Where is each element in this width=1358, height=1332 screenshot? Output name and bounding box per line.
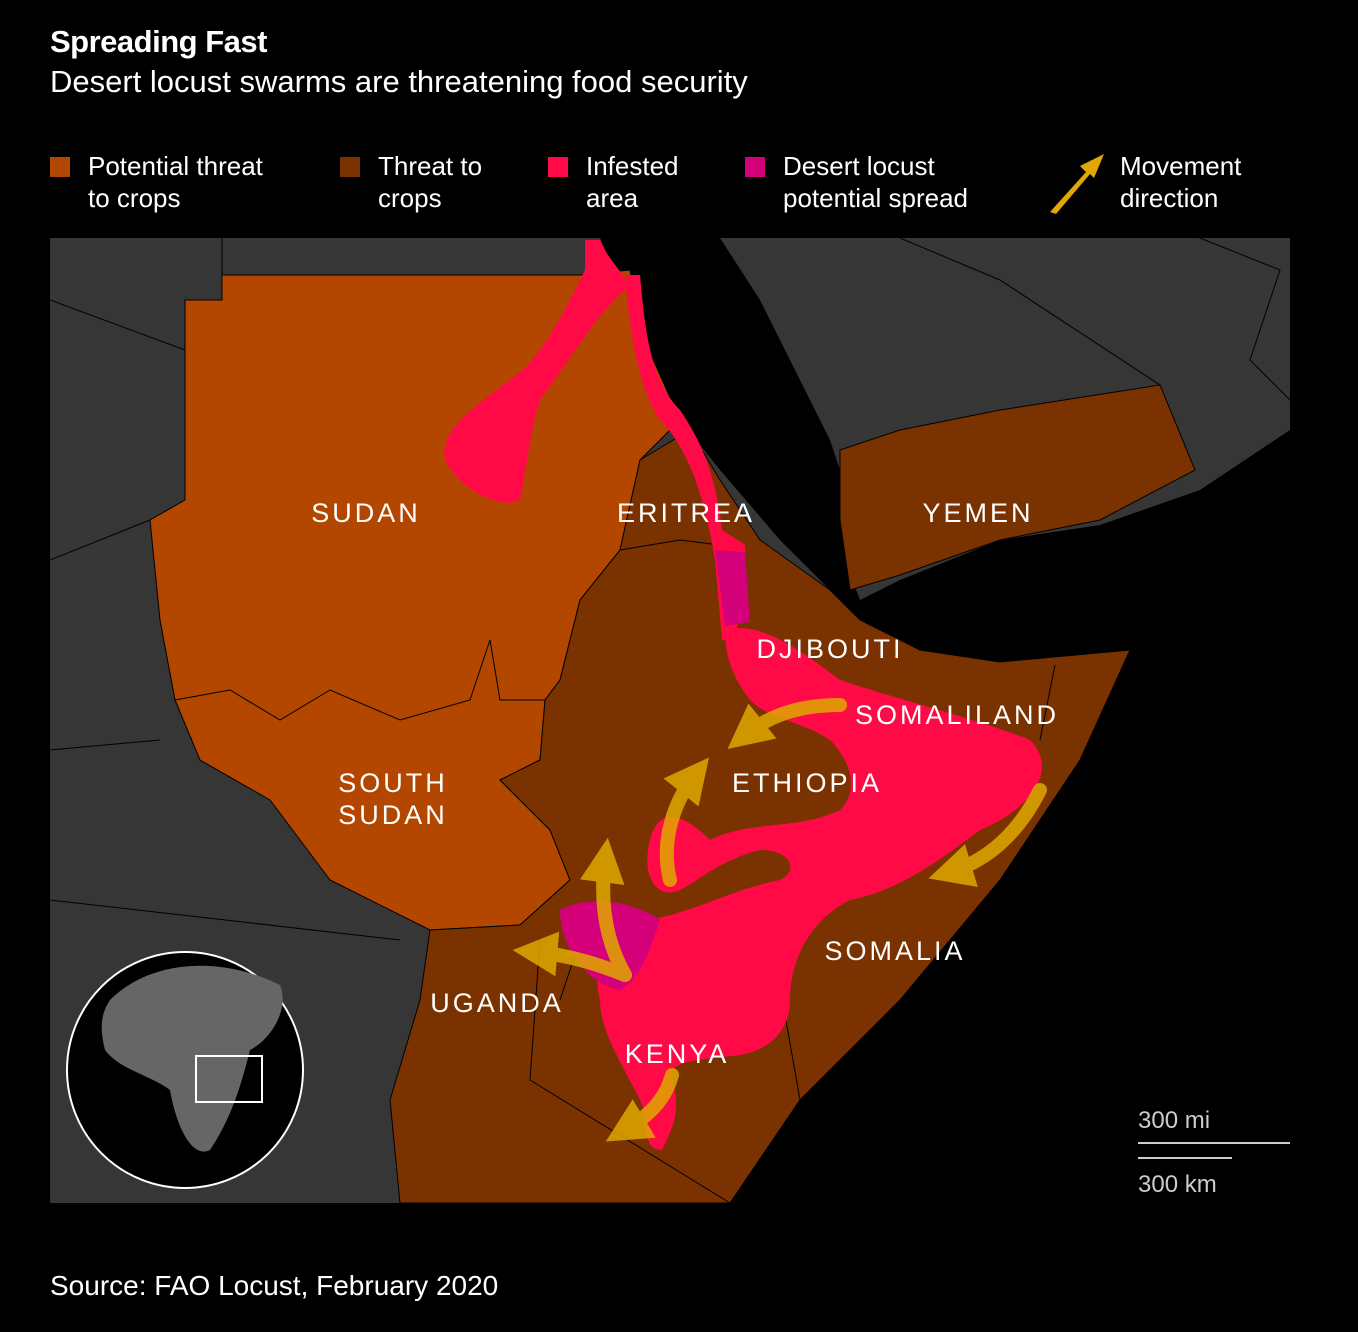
- title: Spreading Fast: [50, 24, 267, 59]
- arrow: [659, 757, 709, 887]
- country-label: SOUTH: [338, 768, 448, 798]
- country-label: KENYA: [625, 1039, 730, 1069]
- globe-inset: [66, 951, 304, 1189]
- legend-label: direction: [1120, 183, 1219, 213]
- country-label: SOMALILAND: [855, 700, 1059, 730]
- legend-text: Threat to crops: [378, 150, 482, 214]
- country-label: DJIBOUTI: [756, 634, 903, 664]
- legend-label: to crops: [88, 183, 181, 213]
- border: [50, 299, 401, 941]
- country-label: ERITREA: [617, 498, 755, 528]
- legend-label: Potential threat: [88, 151, 263, 181]
- legend-label: potential spread: [783, 183, 969, 213]
- country-label: SOMALIA: [824, 936, 965, 966]
- infested-area: [444, 240, 626, 503]
- border: [174, 639, 545, 721]
- scale-label: 300 km: [1138, 1171, 1217, 1198]
- country-label: SUDAN: [338, 800, 448, 830]
- source: Source: FAO Locust, February 2020: [50, 1270, 499, 1301]
- legend-swatch: [745, 157, 765, 177]
- legend: Potential threat to crops Threat to crops In…: [50, 150, 1310, 220]
- legend-swatch: [50, 157, 70, 177]
- east-africa-area: [389, 429, 1131, 1203]
- legend-label: Desert locust: [783, 151, 935, 181]
- legend-label: crops: [378, 183, 442, 213]
- sea: [600, 238, 1290, 1203]
- legend-text: Potential threat to crops: [88, 150, 263, 214]
- subtitle: Desert locust swarms are threatening foo…: [50, 64, 748, 99]
- arrow: [605, 1068, 679, 1142]
- inset-box: [195, 1055, 263, 1103]
- legend-text: Movement direction: [1120, 150, 1241, 214]
- arrow: [727, 698, 847, 749]
- legend-swatch: [548, 157, 568, 177]
- arrow: [512, 931, 632, 982]
- scale-label: 300 mi: [1138, 1107, 1210, 1134]
- globe-land: [101, 965, 283, 1152]
- spread-area: [715, 550, 750, 626]
- legend-label: area: [586, 183, 639, 213]
- legend-label: Movement: [1120, 151, 1242, 181]
- country-label: ETHIOPIA: [732, 768, 882, 798]
- infested-area: [625, 275, 746, 640]
- country-label: SUDAN: [311, 498, 421, 528]
- yemen-area: [839, 384, 1196, 591]
- legend-label: Infested: [586, 151, 679, 181]
- legend-text: Desert locust potential spread: [783, 150, 968, 214]
- country-label: YEMEN: [922, 498, 1033, 528]
- legend-swatch: [340, 157, 360, 177]
- arrow: [579, 837, 632, 982]
- legend-swatch: [1050, 154, 1104, 214]
- legend-text: Infested area: [586, 150, 679, 214]
- border: [221, 238, 1290, 401]
- country-label: UGANDA: [430, 988, 564, 1018]
- legend-label: Threat to: [378, 151, 483, 181]
- country-labels: SUDAN ERITREA YEMEN DJIBOUTI SOMALILAND ETHIO…: [311, 498, 1059, 1069]
- infested-area: [597, 628, 1042, 1150]
- movement-arrows: [512, 698, 1047, 1142]
- legend-arrow: [1050, 154, 1104, 214]
- arrow: [928, 783, 1047, 888]
